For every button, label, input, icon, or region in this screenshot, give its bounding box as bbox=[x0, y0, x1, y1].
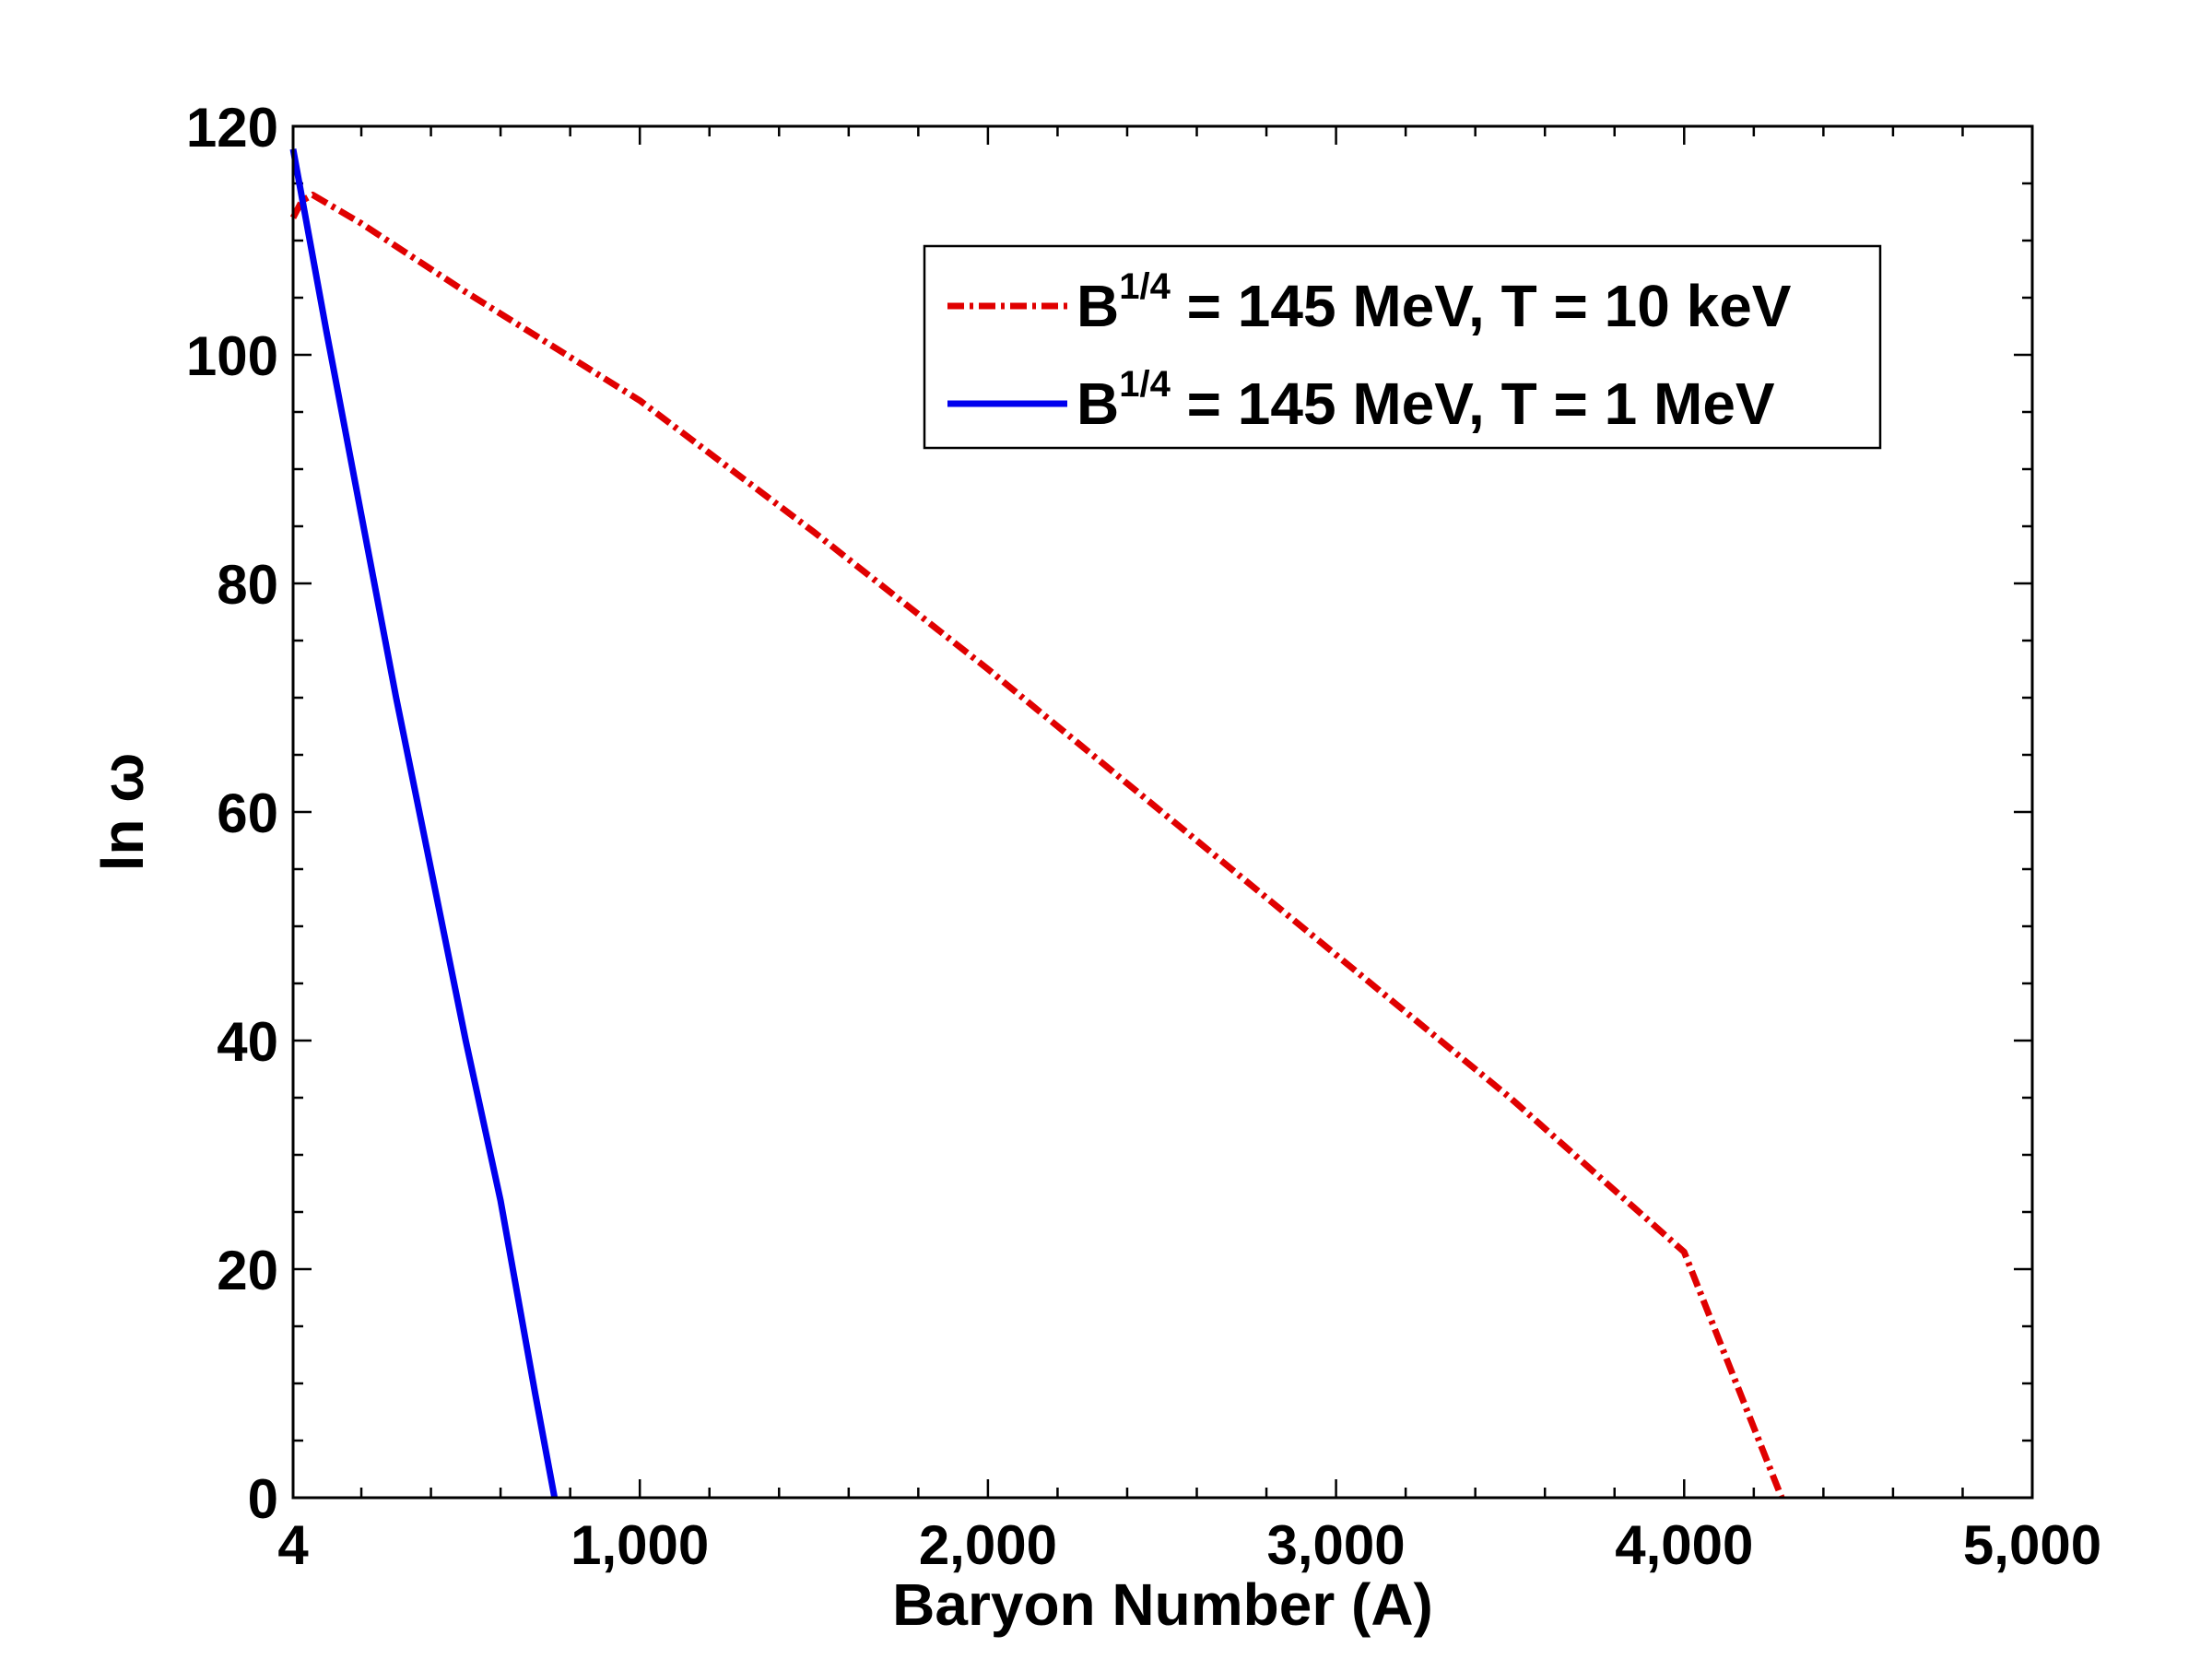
y-tick-label-120: 120 bbox=[186, 97, 278, 159]
series-line-t-1mev bbox=[289, 148, 559, 1499]
labels-layer: 4 1,000 2,000 3,000 4,000 5,000 0 20 40 60 80 100 12… bbox=[186, 97, 2101, 1576]
legend-entry-t-1mev-sup: 1/4 bbox=[1119, 364, 1171, 405]
y-tick-label-100: 100 bbox=[186, 325, 278, 387]
series-layer bbox=[289, 148, 1785, 1500]
y-axis-label: ln ω bbox=[89, 753, 156, 872]
legend-entry-t-10kev-rest: = 145 MeV, T = 10 keV bbox=[1171, 273, 1792, 339]
x-tick-label-1-000: 1,000 bbox=[571, 1514, 709, 1576]
legend-entry-t-10kev-base: B bbox=[1077, 273, 1119, 339]
x-tick-label-4-000: 4,000 bbox=[1615, 1514, 1753, 1576]
x-tick-label-2-000: 2,000 bbox=[919, 1514, 1057, 1576]
legend-entry-t-1mev: B1/4 = 145 MeV, T = 1 MeV bbox=[1077, 364, 1775, 437]
legend-entry-t-1mev-base: B bbox=[1077, 371, 1119, 437]
y-tick-label-0: 0 bbox=[248, 1468, 278, 1530]
legend-entry-t-10kev: B1/4 = 145 MeV, T = 10 keV bbox=[1077, 266, 1792, 339]
x-axis-label: Baryon Number (A) bbox=[892, 1571, 1433, 1638]
x-tick-label-5-000: 5,000 bbox=[1963, 1514, 2101, 1576]
x-tick-label-3-000: 3,000 bbox=[1267, 1514, 1406, 1576]
series-line-t-10kev bbox=[289, 191, 1785, 1500]
x-tick-label-4: 4 bbox=[277, 1514, 309, 1576]
legend-box bbox=[923, 244, 1882, 450]
y-tick-label-80: 80 bbox=[217, 554, 278, 616]
y-tick-label-20: 20 bbox=[217, 1240, 278, 1301]
legend: B1/4 = 145 MeV, T = 10 keV B1/4 = 145 Me… bbox=[923, 244, 1882, 450]
plot-frame bbox=[291, 124, 2034, 1500]
y-tick-label-60: 60 bbox=[217, 782, 278, 844]
legend-entry-t-1mev-rest: = 145 MeV, T = 1 MeV bbox=[1171, 371, 1775, 437]
legend-entry-t-10kev-sup: 1/4 bbox=[1119, 266, 1171, 307]
y-tick-label-40: 40 bbox=[217, 1011, 278, 1073]
